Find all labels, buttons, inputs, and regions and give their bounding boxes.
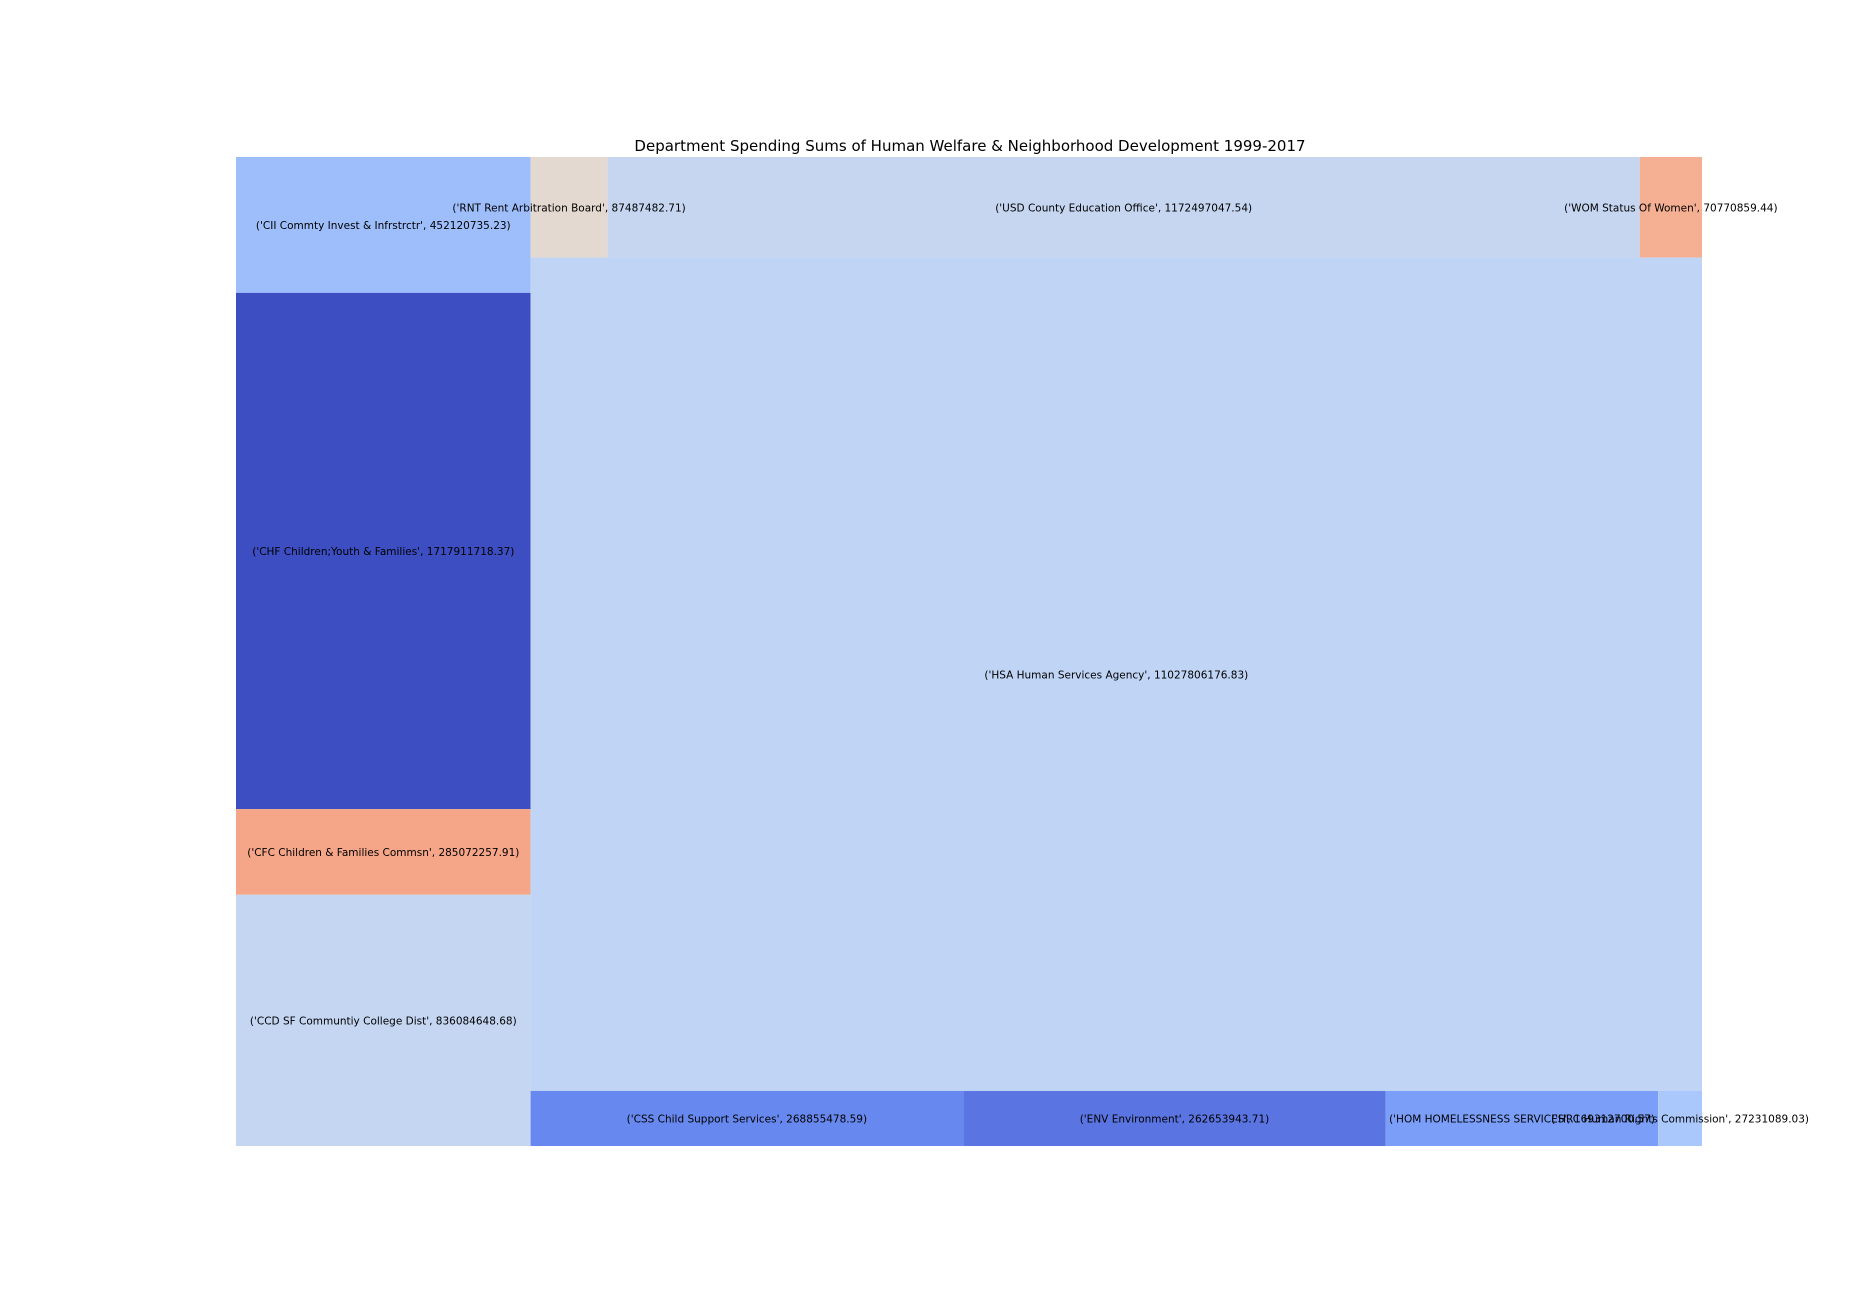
treemap-labels: ('CII Commty Invest & Infrstrctr', 45212… xyxy=(247,202,1809,1125)
tile-label-cii-commty-invest-infrstrctr: ('CII Commty Invest & Infrstrctr', 45212… xyxy=(256,220,511,232)
tile-css-child-support-services xyxy=(530,1090,964,1146)
tile-chf-children-youth-families xyxy=(236,292,531,810)
tile-cfc-children-families-commsn xyxy=(236,809,531,895)
tile-hsa-human-services-agency xyxy=(530,257,1703,1091)
tile-hom-homelessness-services xyxy=(1385,1090,1659,1146)
tile-label-ccd-sf-communtiy-college-dist: ('CCD SF Communtiy College Dist', 836084… xyxy=(250,1015,517,1027)
tile-label-rnt-rent-arbitration-board: ('RNT Rent Arbitration Board', 87487482.… xyxy=(452,202,685,214)
tile-label-hrc-human-rights-commission: ('HRC Human Rights Commission', 27231089… xyxy=(1551,1113,1809,1125)
tile-hrc-human-rights-commission xyxy=(1658,1090,1702,1146)
tile-env-environment xyxy=(963,1090,1386,1146)
tile-wom-status-of-women xyxy=(1639,157,1702,258)
treemap-tiles xyxy=(236,157,1703,1146)
tile-label-hsa-human-services-agency: ('HSA Human Services Agency', 1102780617… xyxy=(984,669,1248,681)
tile-label-wom-status-of-women: ('WOM Status Of Women', 70770859.44) xyxy=(1564,202,1777,214)
tile-rnt-rent-arbitration-board xyxy=(530,157,608,258)
tile-label-usd-county-education-office: ('USD County Education Office', 11724970… xyxy=(995,202,1252,214)
tile-ccd-sf-communtiy-college-dist xyxy=(236,894,531,1146)
tile-label-env-environment: ('ENV Environment', 262653943.71) xyxy=(1080,1113,1270,1125)
tile-label-chf-children-youth-families: ('CHF Children;Youth & Families', 171791… xyxy=(252,546,514,558)
tile-label-cfc-children-families-commsn: ('CFC Children & Families Commsn', 28507… xyxy=(247,847,519,859)
tile-label-hom-homelessness-services: ('HOM HOMELESSNESS SERVICES', 169312700.… xyxy=(1389,1113,1655,1125)
tile-cii-commty-invest-infrstrctr xyxy=(236,157,531,293)
tile-usd-county-education-office xyxy=(607,157,1640,258)
chart-title: Department Spending Sums of Human Welfar… xyxy=(634,137,1305,155)
tile-label-css-child-support-services: ('CSS Child Support Services', 268855478… xyxy=(627,1113,867,1125)
